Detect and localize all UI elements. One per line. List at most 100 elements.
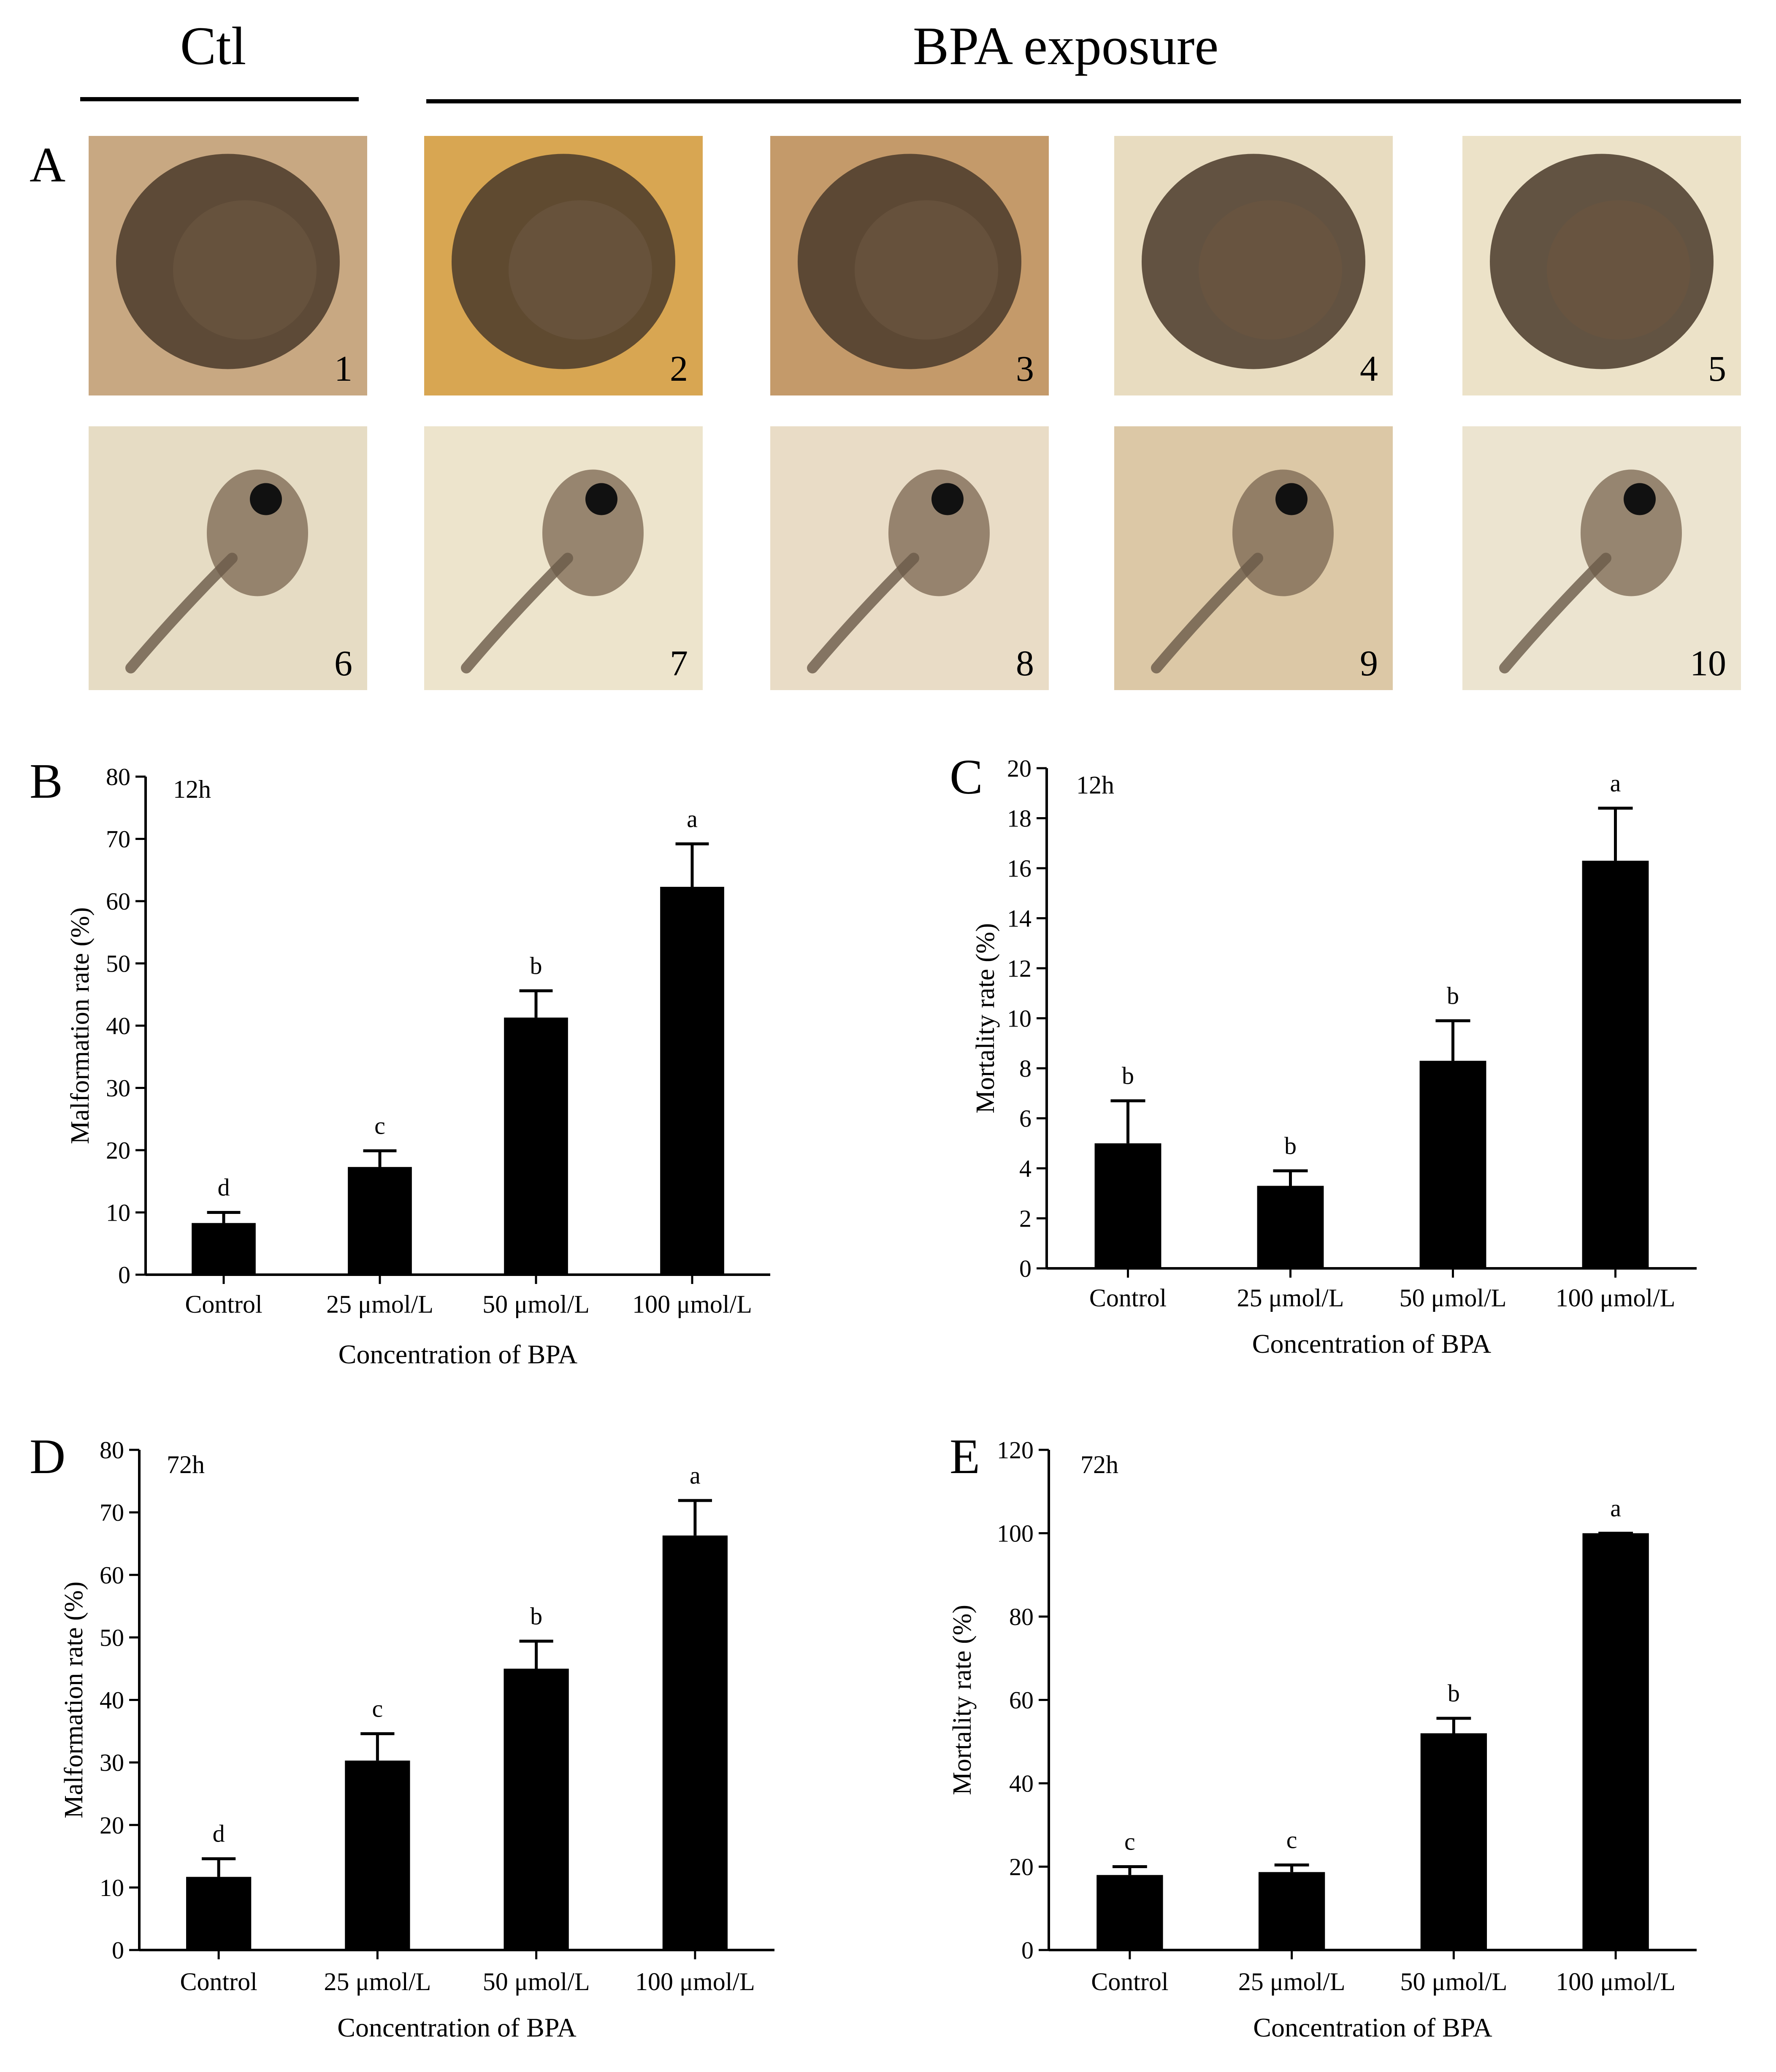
y-tick-label: 40 [1009, 1770, 1034, 1797]
y-tick-label: 4 [1019, 1155, 1031, 1182]
significance-letter: b [1122, 1062, 1134, 1089]
time-point-label: 72h [167, 1451, 205, 1479]
embryo-image-2: 2 [424, 136, 703, 395]
y-tick-label: 40 [106, 1012, 130, 1040]
y-tick-label: 10 [100, 1874, 124, 1901]
y-axis-title: Mortality rate (%) [948, 1605, 977, 1795]
y-tick-label: 14 [1007, 905, 1031, 932]
embryo-yolk [1547, 200, 1690, 340]
y-tick-label: 8 [1019, 1055, 1031, 1082]
y-axis-title: Mortality rate (%) [971, 923, 1000, 1113]
y-tick-label: 70 [106, 826, 130, 853]
y-tick-label: 20 [1007, 755, 1031, 782]
y-tick-label: 70 [100, 1499, 124, 1526]
x-axis-title: Concentration of BPA [337, 2012, 577, 2042]
significance-letter: d [213, 1820, 225, 1847]
y-tick-label: 60 [100, 1561, 124, 1589]
bar-1 [1094, 1143, 1161, 1268]
embryo-image-4: 4 [1114, 136, 1393, 395]
x-tick-label: 25 μmol/L [326, 1290, 433, 1318]
significance-letter: a [1610, 769, 1621, 797]
significance-letter: c [1286, 1826, 1297, 1854]
y-tick-label: 60 [1009, 1687, 1034, 1714]
tadpole-eye [1624, 483, 1656, 515]
significance-letter: b [1447, 982, 1459, 1009]
y-tick-label: 16 [1007, 855, 1031, 882]
y-tick-label: 0 [1021, 1937, 1034, 1964]
x-axis-title: Concentration of BPA [1253, 2012, 1492, 2042]
y-tick-label: 60 [106, 888, 130, 915]
y-tick-label: 20 [100, 1812, 124, 1839]
significance-letter: b [530, 952, 542, 979]
control-group-label: Ctl [180, 16, 246, 76]
y-tick-label: 0 [1019, 1255, 1031, 1282]
tadpole-eye [585, 483, 617, 515]
x-tick-label: Control [1089, 1284, 1167, 1312]
chart-panel-e: E 72h 0 20 40 60 80 100 120 c Control c 25 μmol/L b 50… [948, 1429, 1697, 2042]
embryo-yolk [173, 200, 317, 340]
x-axis-title: Concentration of BPA [338, 1339, 578, 1369]
panel-letter: B [30, 753, 63, 809]
embryo-image-number: 10 [1690, 643, 1726, 683]
bar-4 [1582, 861, 1649, 1268]
x-tick-label: 25 μmol/L [324, 1968, 431, 1996]
y-tick-label: 0 [112, 1937, 124, 1964]
embryo-yolk [1199, 200, 1342, 340]
bar-1 [1096, 1875, 1163, 1950]
bar-3 [1419, 1061, 1486, 1268]
y-tick-label: 18 [1007, 805, 1031, 832]
significance-letter: a [1610, 1495, 1621, 1522]
y-tick-label: 50 [106, 950, 130, 978]
tadpole-tail [461, 553, 573, 674]
x-tick-label: Control [185, 1290, 262, 1318]
chart-panel-d: D 72h 0 10 20 30 40 50 60 70 80 d Control c 25 μmol/L b… [30, 1429, 774, 2042]
embryo-image-6: 6 [89, 426, 367, 690]
bar-2 [1257, 1186, 1324, 1268]
tadpole-tail [1151, 553, 1263, 674]
y-tick-label: 120 [997, 1436, 1034, 1464]
tadpole-tail [807, 553, 919, 674]
panel-a-letter: A [30, 137, 65, 192]
bar-4 [660, 887, 724, 1275]
y-tick-label: 0 [118, 1261, 130, 1289]
bar-2 [348, 1167, 412, 1275]
x-tick-label: 50 μmol/L [482, 1290, 590, 1318]
embryo-image-number: 9 [1360, 643, 1378, 683]
bar-1 [186, 1877, 252, 1950]
embryo-image-number: 4 [1360, 348, 1378, 389]
bar-2 [345, 1761, 410, 1950]
significance-letter: c [1124, 1828, 1135, 1855]
x-tick-label: 100 μmol/L [632, 1290, 752, 1318]
y-tick-label: 6 [1019, 1105, 1031, 1132]
time-point-label: 72h [1080, 1451, 1118, 1479]
panel-letter: C [950, 749, 983, 804]
embryo-image-number: 2 [670, 348, 688, 389]
embryo-yolk [855, 200, 998, 340]
significance-letter: b [1448, 1679, 1460, 1707]
embryo-image-number: 7 [670, 643, 688, 683]
panel-letter: D [30, 1429, 65, 1484]
x-tick-label: 100 μmol/L [635, 1968, 755, 1996]
embryo-yolk [509, 200, 652, 340]
y-tick-label: 2 [1019, 1205, 1031, 1232]
significance-letter: b [530, 1602, 542, 1630]
embryo-image-grid: 1 2 3 4 5 6 7 8 9 10 [89, 136, 1741, 690]
panel-letter: E [950, 1429, 980, 1484]
x-axis-title: Concentration of BPA [1252, 1329, 1492, 1359]
time-point-label: 12h [1076, 771, 1114, 799]
tadpole-tail [1499, 553, 1611, 674]
x-tick-label: 100 μmol/L [1556, 1968, 1676, 1996]
y-tick-label: 100 [997, 1520, 1034, 1547]
chart-panel-b: B 12h 0 10 20 30 40 50 60 70 80 d Control c 25 μmol/L b… [30, 753, 770, 1369]
y-tick-label: 30 [100, 1749, 124, 1777]
y-axis-title: Malformation rate (%) [66, 907, 95, 1144]
significance-letter: a [690, 1462, 701, 1489]
embryo-image-9: 9 [1114, 426, 1393, 690]
embryo-image-number: 1 [334, 348, 352, 389]
bar-3 [1420, 1733, 1487, 1950]
y-tick-label: 10 [106, 1199, 130, 1227]
y-tick-label: 20 [106, 1137, 130, 1164]
bar-3 [504, 1017, 568, 1275]
